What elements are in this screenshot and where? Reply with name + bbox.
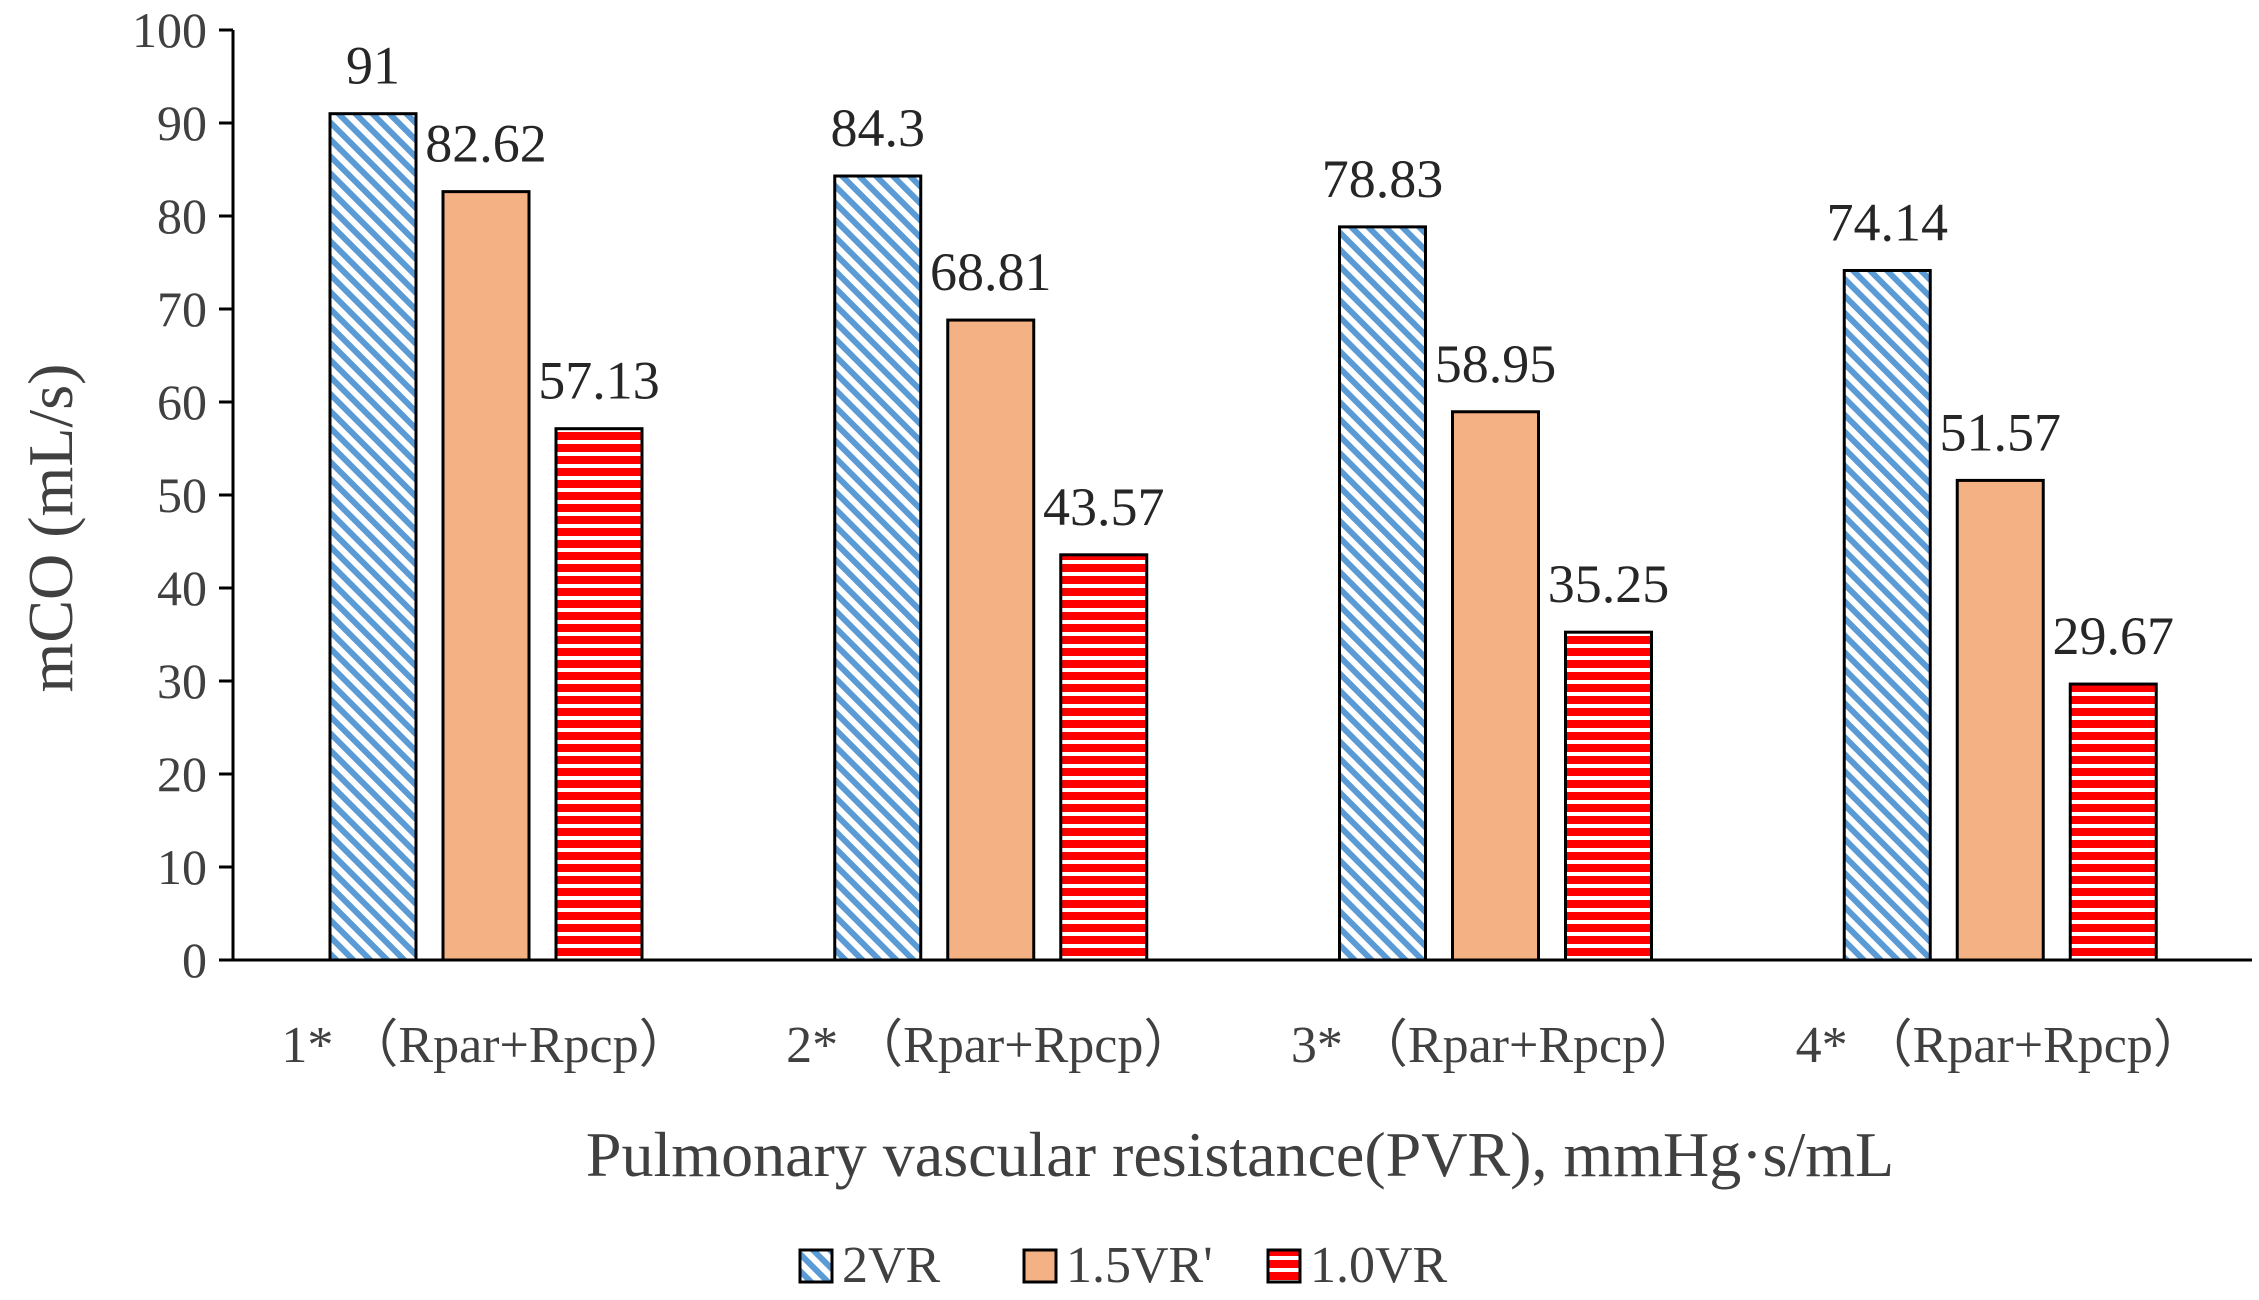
bar-1-5vr-cat-4 xyxy=(1955,478,2045,962)
legend-swatch-1-0vr xyxy=(1266,1248,1302,1284)
y-tick-label: 80 xyxy=(157,188,207,244)
data-label-1-0vr-cat-4: 29.67 xyxy=(2053,606,2175,666)
legend-item-1-5vr: 1.5VR' xyxy=(1022,1237,1213,1294)
data-label-2vr-cat-2: 84.3 xyxy=(831,98,926,158)
y-tick-label: 70 xyxy=(157,281,207,337)
legend-label-1-5vr: 1.5VR' xyxy=(1066,1237,1213,1294)
legend-swatch-2vr xyxy=(798,1248,834,1284)
legend-label-2vr: 2VR xyxy=(842,1237,941,1294)
data-label-1-0vr-cat-1: 57.13 xyxy=(538,351,660,411)
y-tick-label: 100 xyxy=(132,2,207,58)
y-tick-label: 50 xyxy=(157,467,207,523)
bar-1-0vr-cat-2 xyxy=(1059,553,1149,962)
legend-swatch-1-5vr xyxy=(1022,1248,1058,1284)
x-category-label: 3* （Rpar+Rpcp） xyxy=(1291,1017,1700,1074)
data-label-1-5vr-cat-1: 82.62 xyxy=(425,114,547,174)
y-axis: 0 10 20 30 40 50 60 70 80 90 100 xyxy=(132,2,235,988)
bar-2vr-cat-4 xyxy=(1842,268,1932,962)
legend-item-1-0vr: 1.0VR xyxy=(1266,1237,1448,1294)
bar-2vr-cat-1 xyxy=(328,112,418,962)
bar-1-5vr-cat-3 xyxy=(1451,410,1540,962)
bar-1-5vr-cat-1 xyxy=(441,190,531,962)
y-axis-title: mCO (mL/s) xyxy=(15,364,86,693)
y-tick-label: 40 xyxy=(157,560,207,616)
bars xyxy=(328,112,2158,962)
legend: 2VR 1.5VR' 1.0VR xyxy=(798,1237,1448,1294)
bar-2vr-cat-2 xyxy=(833,174,923,962)
y-tick-label: 20 xyxy=(157,746,207,802)
x-axis-title: Pulmonary vascular resistance(PVR), mmHg… xyxy=(586,1119,1894,1190)
x-category-label: 4* （Rpar+Rpcp） xyxy=(1796,1017,2205,1074)
y-tick-label: 30 xyxy=(157,653,207,709)
bar-1-5vr-cat-2 xyxy=(946,318,1036,962)
bar-2vr-cat-3 xyxy=(1338,225,1427,962)
y-tick-label: 60 xyxy=(157,374,207,430)
x-category-label: 2* （Rpar+Rpcp） xyxy=(786,1017,1195,1074)
data-label-1-5vr-cat-2: 68.81 xyxy=(930,242,1052,302)
legend-item-2vr: 2VR xyxy=(798,1237,941,1294)
data-label-2vr-cat-1: 91 xyxy=(346,36,400,96)
data-labels: 91 82.62 57.13 84.3 68.81 43.57 78.83 58.95 35.2… xyxy=(346,36,2174,666)
y-tick-label: 90 xyxy=(157,95,207,151)
x-category-label: 1* （Rpar+Rpcp） xyxy=(281,1017,690,1074)
y-tick-label: 10 xyxy=(157,839,207,895)
data-label-2vr-cat-4: 74.14 xyxy=(1827,192,1949,252)
x-axis: 1* （Rpar+Rpcp） 2* （Rpar+Rpcp） 3* （Rpar+Rpc… xyxy=(233,958,2252,1074)
data-label-1-0vr-cat-2: 43.57 xyxy=(1043,477,1165,537)
data-label-2vr-cat-3: 78.83 xyxy=(1322,149,1444,209)
legend-label-1-0vr: 1.0VR xyxy=(1310,1237,1448,1294)
data-label-1-5vr-cat-4: 51.57 xyxy=(1940,402,2062,462)
data-label-1-5vr-cat-3: 58.95 xyxy=(1435,334,1557,394)
bar-1-0vr-cat-1 xyxy=(554,427,644,962)
data-label-1-0vr-cat-3: 35.25 xyxy=(1548,554,1670,614)
y-tick-label: 0 xyxy=(182,932,207,988)
bar-1-0vr-cat-4 xyxy=(2068,682,2158,962)
bar-1-0vr-cat-3 xyxy=(1564,630,1653,962)
